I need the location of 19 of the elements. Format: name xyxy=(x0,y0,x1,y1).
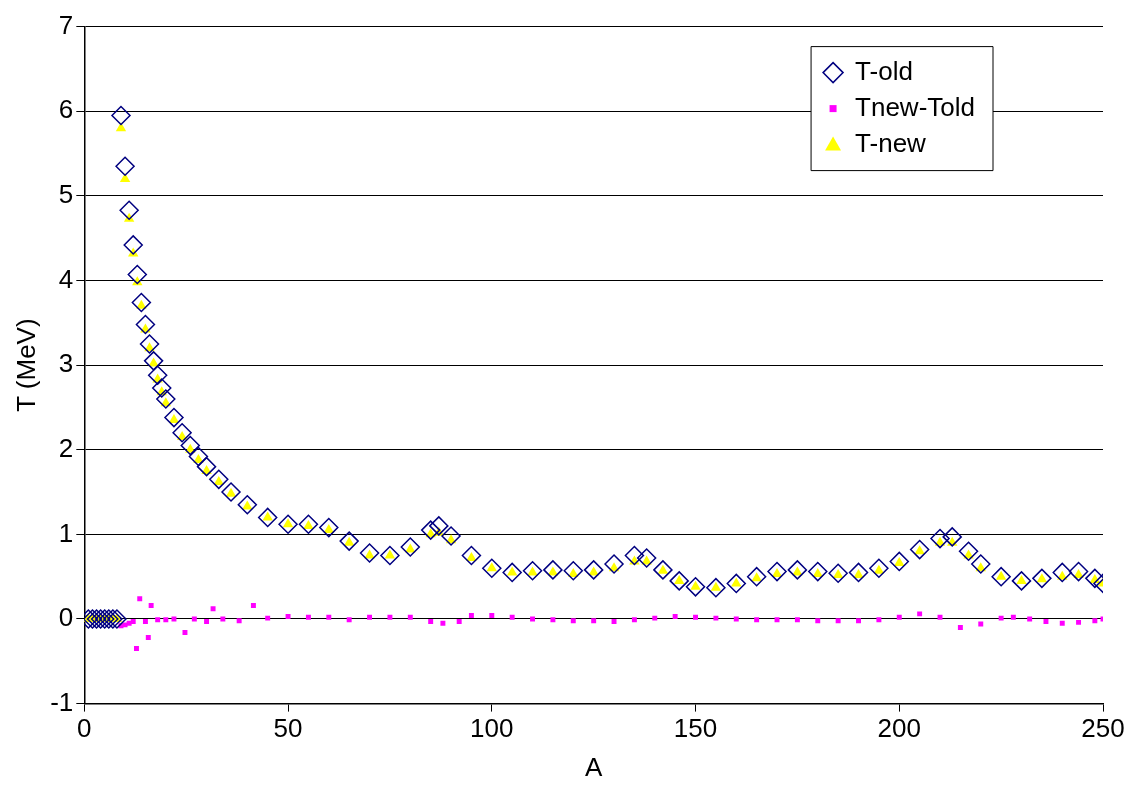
y-tick-label: 2 xyxy=(58,432,74,463)
x-tick-label: 150 xyxy=(673,713,718,744)
y-axis-title: T (MeV) xyxy=(10,318,41,412)
y-tick-label: 5 xyxy=(58,179,74,210)
legend-label: T-new xyxy=(855,127,927,158)
y-tick-label: 0 xyxy=(58,602,74,633)
y-tick-label: 3 xyxy=(58,348,74,379)
x-tick-label: 50 xyxy=(273,713,303,744)
x-axis-title: A xyxy=(584,751,603,782)
y-tick-label: 6 xyxy=(58,94,74,125)
legend-label: Tnew-Told xyxy=(855,91,975,122)
x-tick-label: 100 xyxy=(470,713,514,744)
x-tick-label: 250 xyxy=(1081,713,1125,744)
y-tick-label: 1 xyxy=(58,517,74,548)
x-tick-label: 200 xyxy=(877,713,921,744)
y-tick-label: 4 xyxy=(58,263,74,294)
y-tick-label: 7 xyxy=(58,9,74,40)
legend-label: T-old xyxy=(855,55,913,86)
y-tick-label: -1 xyxy=(50,686,74,717)
